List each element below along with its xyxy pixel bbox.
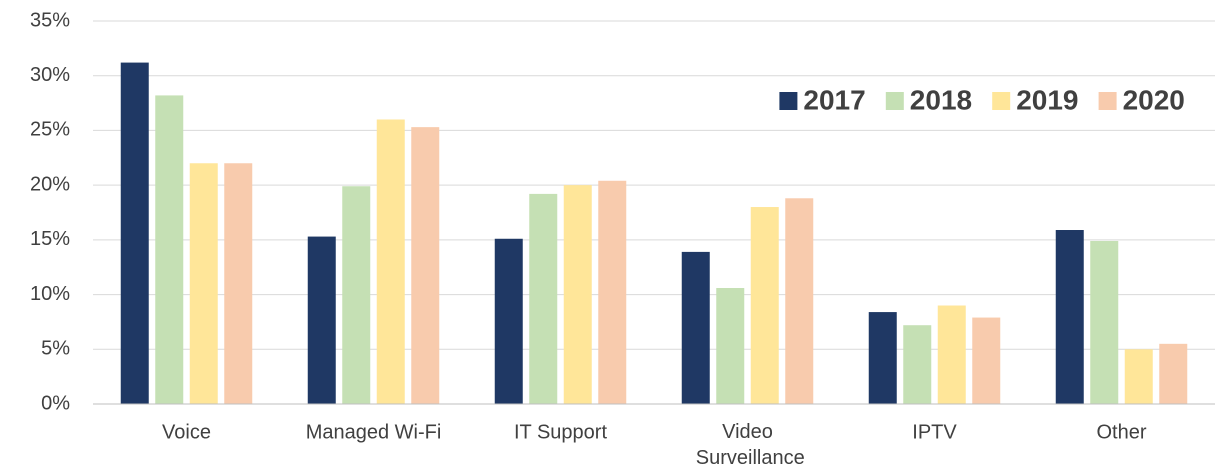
y-tick-label: 0%	[41, 392, 70, 414]
bar	[785, 198, 814, 404]
bar	[189, 163, 218, 404]
bar	[598, 180, 627, 404]
bar	[1159, 343, 1188, 404]
bar	[342, 186, 371, 404]
bar	[529, 193, 558, 404]
y-tick-label: 25%	[30, 119, 70, 141]
legend-label: 2018	[910, 84, 972, 115]
legend-swatch	[779, 92, 798, 110]
y-tick-label: 30%	[30, 64, 70, 86]
bar	[120, 62, 149, 404]
legend-label: 2019	[1016, 84, 1078, 115]
y-tick-label: 10%	[30, 283, 70, 305]
legend-label: 2017	[803, 84, 865, 115]
bar	[1055, 230, 1084, 404]
x-tick-label: Other	[1096, 421, 1146, 443]
bar	[750, 207, 779, 404]
y-tick-label: 20%	[30, 173, 70, 195]
y-tick-label: 5%	[41, 338, 70, 360]
bar	[224, 163, 253, 404]
y-tick-label: 15%	[30, 228, 70, 250]
bar	[563, 185, 592, 404]
legend-swatch	[1098, 92, 1117, 110]
y-tick-label: 35%	[30, 9, 70, 31]
legend-label: 2020	[1123, 84, 1185, 115]
legend-swatch	[992, 92, 1011, 110]
x-tick-label: Voice	[162, 421, 211, 443]
bar	[972, 317, 1001, 404]
bar	[937, 305, 966, 404]
bar	[1124, 349, 1153, 404]
legend-swatch	[885, 92, 904, 110]
bar	[1090, 240, 1119, 404]
x-tick-label: Video Surveillance	[690, 421, 805, 469]
bar	[411, 127, 440, 404]
bar	[681, 251, 710, 404]
x-tick-label: IT Support	[514, 421, 607, 443]
x-tick-label: IPTV	[912, 421, 957, 443]
bar	[155, 95, 184, 404]
legend: 2017 2018 2019 2020	[779, 84, 1185, 115]
bar	[494, 238, 523, 404]
bar	[903, 325, 932, 404]
bar	[307, 236, 336, 404]
bar	[376, 119, 405, 404]
x-tick-label: Managed Wi-Fi	[306, 421, 442, 443]
bar	[716, 288, 745, 404]
bar	[868, 312, 897, 404]
